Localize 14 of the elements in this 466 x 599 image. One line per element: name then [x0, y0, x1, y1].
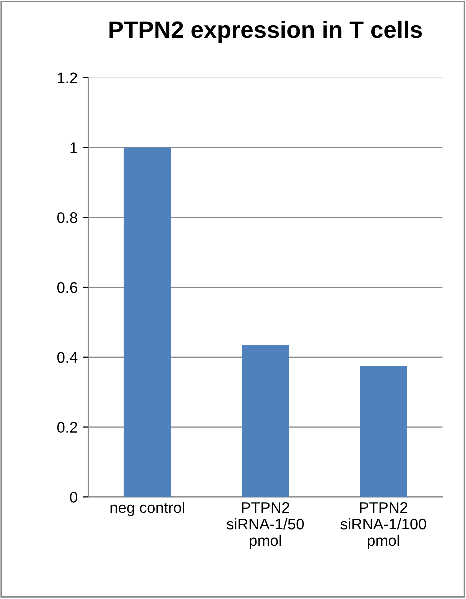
- x-tick-label: PTPN2 siRNA-1/100 pmol: [340, 502, 426, 550]
- y-tick-label: 0: [70, 492, 78, 503]
- x-tick-label: PTPN2 siRNA-1/50 pmol: [226, 502, 304, 550]
- bar: [242, 345, 290, 498]
- x-tick-label: neg control: [110, 502, 184, 516]
- y-tick-label: 0.6: [57, 282, 78, 294]
- y-tick-label: 0.2: [57, 422, 78, 433]
- y-tick-label: 0.4: [57, 352, 78, 364]
- y-tick-label: 0.8: [57, 212, 78, 224]
- bar: [124, 148, 172, 498]
- chart-title: PTPN2 expression in T cells: [110, 20, 422, 43]
- bar: [360, 366, 408, 498]
- y-tick-label: 1: [70, 142, 78, 154]
- y-tick-label: 1.2: [58, 72, 78, 84]
